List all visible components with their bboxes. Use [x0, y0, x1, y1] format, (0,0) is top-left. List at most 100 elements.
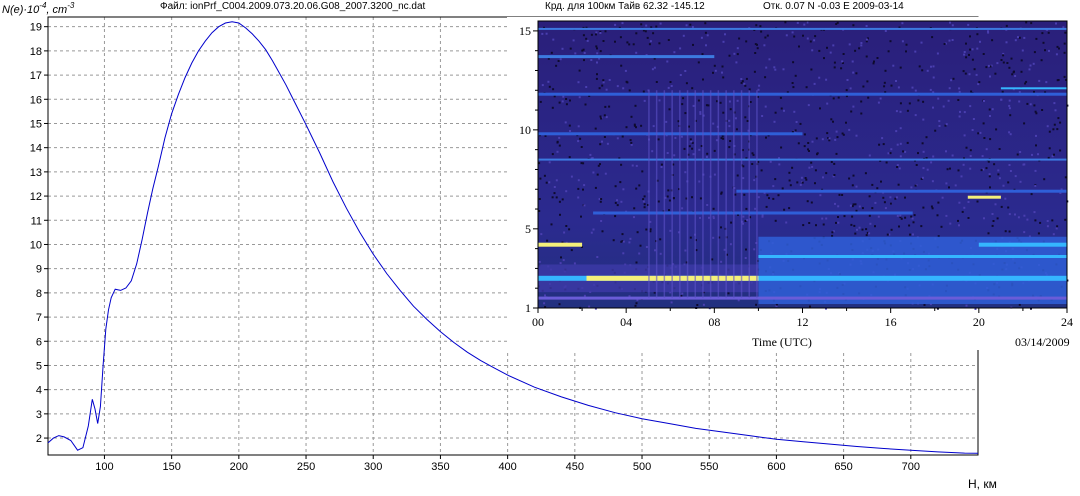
- noise-speck: [707, 104, 710, 107]
- noise-speck: [967, 217, 970, 219]
- noise-speck: [826, 132, 829, 135]
- noise-speck: [806, 21, 809, 24]
- noise-speck: [713, 149, 716, 152]
- noise-speck: [711, 258, 714, 261]
- noise-speck: [810, 68, 813, 71]
- noise-speck: [1039, 221, 1042, 224]
- noise-speck: [904, 216, 907, 219]
- noise-speck: [705, 156, 708, 158]
- noise-speck: [997, 173, 1000, 176]
- noise-speck: [596, 73, 598, 76]
- noise-speck: [843, 215, 846, 218]
- noise-speck: [551, 196, 554, 199]
- noise-speck: [1017, 36, 1019, 39]
- noise-speck: [981, 155, 984, 158]
- emission-band: [978, 242, 1067, 247]
- noise-speck: [921, 176, 924, 179]
- noise-speck: [698, 148, 701, 151]
- noise-speck: [842, 133, 845, 136]
- noise-speck: [713, 64, 716, 67]
- noise-speck: [930, 65, 932, 68]
- noise-speck: [614, 40, 616, 43]
- noise-speck: [832, 230, 835, 233]
- noise-speck: [952, 77, 955, 80]
- noise-speck: [680, 295, 683, 297]
- noise-speck: [989, 65, 992, 68]
- noise-speck: [962, 70, 965, 73]
- noise-speck: [561, 198, 564, 201]
- noise-speck: [963, 206, 966, 209]
- noise-speck: [899, 127, 902, 130]
- noise-speck: [785, 221, 788, 224]
- noise-speck: [852, 24, 855, 27]
- noise-speck: [1014, 213, 1016, 216]
- noise-speck: [1046, 125, 1049, 128]
- noise-speck: [742, 177, 745, 180]
- noise-speck: [585, 26, 588, 29]
- noise-speck: [1005, 41, 1008, 44]
- noise-speck: [826, 102, 829, 105]
- noise-speck: [1025, 80, 1028, 83]
- noise-speck: [1000, 205, 1003, 208]
- spectrogram-y-tick-label: 5: [525, 222, 531, 236]
- noise-speck: [614, 215, 617, 218]
- noise-speck: [625, 80, 628, 83]
- noise-speck: [773, 66, 776, 69]
- noise-speck: [1016, 153, 1019, 156]
- noise-speck: [1026, 102, 1029, 105]
- noise-speck: [595, 31, 598, 34]
- noise-speck: [989, 115, 991, 117]
- noise-speck: [918, 65, 921, 68]
- noise-speck: [899, 155, 902, 158]
- noise-speck: [836, 21, 839, 24]
- spectrogram-marks: [538, 21, 1069, 310]
- noise-speck: [813, 82, 816, 85]
- noise-speck: [1029, 103, 1032, 106]
- noise-speck: [800, 176, 803, 179]
- noise-speck: [699, 112, 702, 115]
- noise-speck: [624, 69, 627, 72]
- noise-speck: [585, 37, 588, 40]
- noise-speck: [736, 53, 739, 56]
- noise-speck: [736, 47, 739, 50]
- noise-speck: [551, 106, 554, 109]
- noise-speck: [808, 150, 810, 152]
- noise-speck: [692, 104, 695, 107]
- noise-speck: [761, 214, 764, 217]
- noise-speck: [949, 21, 951, 24]
- spectrogram-y-tick-label: 10: [519, 123, 531, 137]
- noise-speck: [877, 215, 880, 218]
- noise-speck: [883, 81, 886, 84]
- noise-speck: [759, 25, 762, 28]
- noise-speck: [963, 51, 966, 53]
- noise-speck: [1063, 75, 1066, 78]
- noise-speck: [634, 304, 637, 307]
- noise-speck: [768, 58, 771, 61]
- noise-speck: [914, 184, 917, 187]
- noise-speck: [580, 215, 582, 218]
- noise-speck: [700, 145, 703, 147]
- noise-speck: [753, 248, 756, 251]
- noise-speck: [900, 217, 903, 220]
- noise-speck: [1007, 181, 1010, 184]
- noise-speck: [691, 26, 694, 29]
- noise-speck: [668, 199, 671, 202]
- y-tick-label: 12: [30, 191, 42, 203]
- noise-speck: [1008, 164, 1011, 166]
- noise-speck: [987, 64, 990, 67]
- noise-speck: [585, 86, 588, 88]
- noise-speck: [833, 61, 836, 64]
- noise-speck: [799, 122, 802, 125]
- noise-speck: [628, 43, 631, 46]
- noise-speck: [691, 196, 693, 199]
- noise-speck: [669, 291, 672, 294]
- noise-speck: [1062, 26, 1065, 29]
- noise-speck: [1020, 70, 1023, 73]
- noise-speck: [692, 43, 694, 46]
- noise-speck: [754, 52, 757, 54]
- noise-speck: [957, 169, 960, 172]
- noise-speck: [779, 96, 782, 99]
- noise-speck: [971, 129, 974, 131]
- noise-speck: [733, 52, 736, 55]
- spectrogram-x-tick-label: 00: [532, 315, 544, 329]
